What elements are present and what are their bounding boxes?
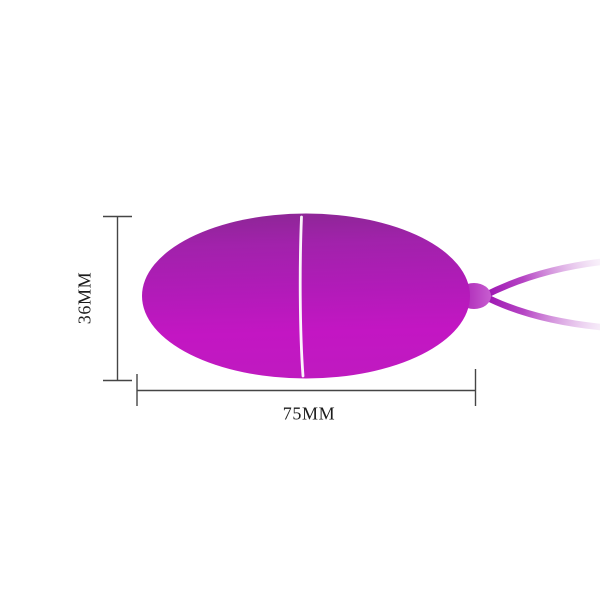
egg-seam-line bbox=[298, 215, 305, 378]
height-dimension-line bbox=[103, 215, 132, 382]
width-dimension-line bbox=[136, 369, 477, 406]
cord-upper bbox=[480, 258, 600, 300]
height-dimension-label: 36MM bbox=[74, 271, 95, 325]
egg-body bbox=[142, 213, 470, 379]
cord-lower bbox=[480, 292, 600, 331]
width-dimension-label: 75MM bbox=[282, 403, 336, 424]
